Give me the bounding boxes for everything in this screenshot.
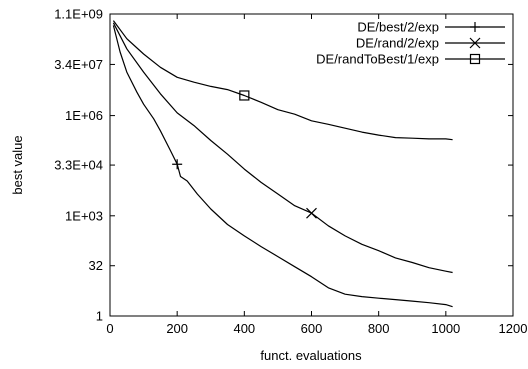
y-tick-label: 1E+06	[65, 108, 103, 123]
y-tick-label: 3.3E+04	[54, 158, 103, 173]
x-tick-label: 600	[301, 321, 323, 336]
series-marker-1	[172, 159, 183, 170]
x-tick-label: 800	[368, 321, 390, 336]
y-axis: 1 32 1E+03 3.3E+04 1E+06 3.4E+07 1.1E+09	[54, 7, 513, 324]
y-tick-label: 1E+03	[65, 208, 103, 223]
legend-marker-3	[469, 53, 481, 65]
x-axis: 0 200 400 600 800 1000 1200	[106, 14, 527, 336]
legend-marker-1	[470, 22, 480, 32]
legend-label-2: DE/rand/2/exp	[356, 36, 439, 51]
x-tick-label: 1200	[499, 321, 528, 336]
legend-label-3: DE/randToBest/1/exp	[316, 52, 439, 67]
y-axis-title: best value	[10, 135, 25, 194]
series-layer	[112, 20, 453, 308]
series-line-1	[112, 25, 453, 308]
series-marker-3	[239, 90, 250, 101]
y-tick-label: 1.1E+09	[54, 7, 103, 22]
legend: DE/best/2/expDE/rand/2/expDE/randToBest/…	[316, 20, 505, 67]
legend-label-1: DE/best/2/exp	[357, 20, 439, 35]
legend-marker-2	[469, 37, 481, 49]
x-tick-label: 200	[166, 321, 188, 336]
y-tick-label: 32	[89, 258, 103, 273]
x-tick-label: 400	[233, 321, 255, 336]
x-tick-label: 1000	[431, 321, 460, 336]
series-line-3	[112, 20, 453, 141]
x-axis-title: funct. evaluations	[260, 348, 362, 363]
series-line-2	[112, 22, 453, 274]
x-tick-label: 0	[106, 321, 113, 336]
series-marker-2	[306, 207, 317, 219]
y-tick-label: 1	[96, 309, 103, 324]
y-tick-label: 3.4E+07	[54, 57, 103, 72]
